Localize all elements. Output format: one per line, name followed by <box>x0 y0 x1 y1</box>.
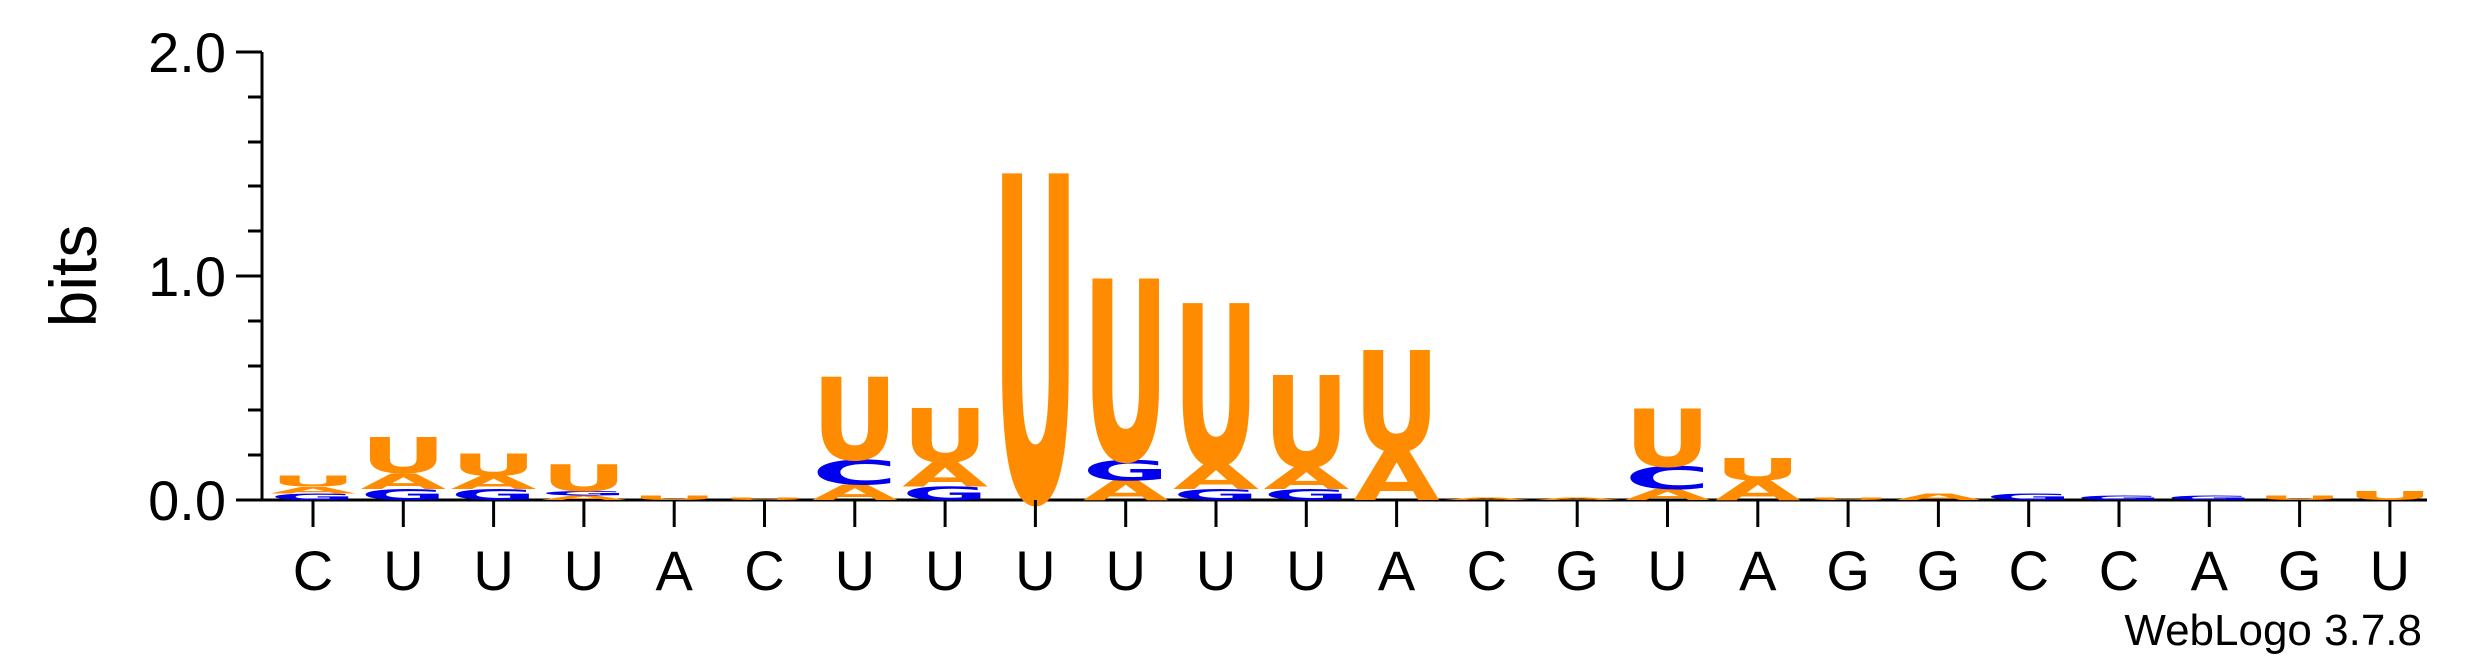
logo-letter-a: A <box>1263 461 1349 497</box>
x-tick-label: G <box>1555 539 1599 602</box>
logo-letter-a: A <box>1895 491 1981 502</box>
logo-letter-u: U <box>360 428 446 485</box>
x-tick-label: U <box>383 539 423 602</box>
logo-letter-a: A <box>541 494 627 501</box>
x-tick-label: U <box>835 539 875 602</box>
logo-letter-a: A <box>1625 486 1711 504</box>
x-tick-label: C <box>1467 539 1507 602</box>
x-tick-label: U <box>925 539 965 602</box>
logo-letter-g: G <box>1263 486 1349 504</box>
logo-letter-g: G <box>360 486 446 504</box>
logo-letter-g: G <box>270 491 356 502</box>
x-tick-label: U <box>1647 539 1687 602</box>
logo-letter-a: A <box>451 472 538 494</box>
logo-letter-u: U <box>1715 452 1801 487</box>
logo-letter-g: G <box>2166 494 2252 501</box>
x-tick-label: C <box>293 539 333 602</box>
logo-letter-g: G <box>1083 455 1169 487</box>
y-axis-label: bits <box>36 225 110 328</box>
x-tick-label: G <box>1826 539 1870 602</box>
x-tick-label: A <box>656 539 694 602</box>
logo-letter-u: U <box>451 447 537 482</box>
logo-letter-a: A <box>1444 497 1530 501</box>
y-tick-label: 0.0 <box>148 469 226 532</box>
logo-letter-a: A <box>360 469 446 494</box>
logo-letter-g: G <box>2076 494 2162 501</box>
logo-letter-u: U <box>1083 231 1169 520</box>
logo-letter-c: C <box>1625 460 1711 496</box>
logo-letter-u: U <box>1263 351 1349 497</box>
logo-letter-u: U <box>1624 393 1710 486</box>
logo-letter-u: U <box>2347 489 2433 503</box>
logo-letter-g: G <box>451 486 537 504</box>
x-tick-label: U <box>2370 539 2410 602</box>
x-tick-label: U <box>1015 539 1055 602</box>
y-tick-label: 1.0 <box>148 245 226 308</box>
x-tick-label: A <box>2191 539 2229 602</box>
logo-letter-c: C <box>812 453 898 492</box>
x-tick-label: C <box>2099 539 2139 602</box>
x-tick-label: A <box>1378 539 1416 602</box>
logo-letter-u: U <box>1805 497 1891 501</box>
logo-letter-u: U <box>902 393 988 479</box>
x-tick-label: C <box>2008 539 2048 602</box>
logo-letter-u: U <box>1173 259 1259 517</box>
logo-letter-g: G <box>541 490 627 497</box>
x-tick-label: A <box>1739 539 1777 602</box>
x-tick-label: U <box>473 539 513 602</box>
x-tick-label: G <box>1917 539 1961 602</box>
logo-letter-u: U <box>270 472 356 490</box>
x-tick-label: U <box>1196 539 1236 602</box>
logo-letter-u: U <box>722 497 808 501</box>
logo-letter-u: U <box>1354 324 1440 484</box>
logo-letter-g: G <box>902 483 988 505</box>
logo-letter-g: G <box>1986 491 2072 502</box>
logo-letter-a: A <box>270 485 356 496</box>
x-tick-label: U <box>1105 539 1145 602</box>
logo-letter-a: A <box>902 456 989 495</box>
logo-letter-u: U <box>812 354 898 486</box>
y-tick-label: 2.0 <box>148 21 226 84</box>
x-tick-label: G <box>2278 539 2322 602</box>
logo-letter-u: U <box>2257 494 2343 501</box>
logo-letter-g: G <box>1173 486 1259 504</box>
logo-letter-a: A <box>1173 458 1260 497</box>
x-tick-label: U <box>1286 539 1326 602</box>
logo-letter-u: U <box>541 457 627 500</box>
logo-letter-a: A <box>1534 497 1620 501</box>
weblogo-version-label: WebLogo 3.7.8 <box>2124 606 2422 655</box>
x-tick-label: C <box>744 539 784 602</box>
logo-letter-u: U <box>992 84 1078 606</box>
logo-letter-u: U <box>631 494 717 501</box>
x-tick-label: U <box>564 539 604 602</box>
